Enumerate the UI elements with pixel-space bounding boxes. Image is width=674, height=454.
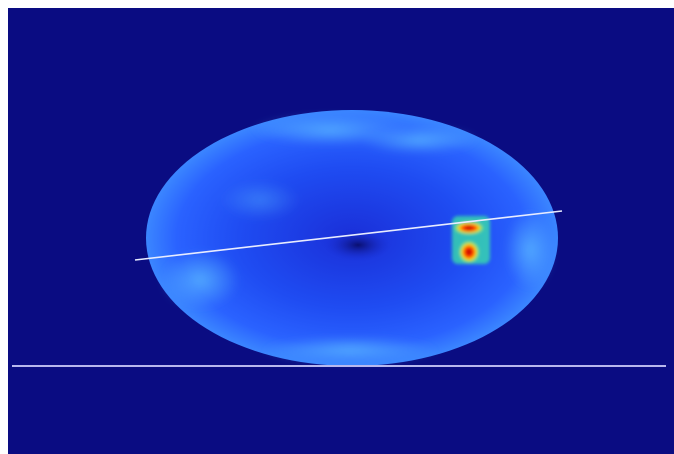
page xyxy=(0,0,674,454)
scan-image xyxy=(0,0,674,454)
